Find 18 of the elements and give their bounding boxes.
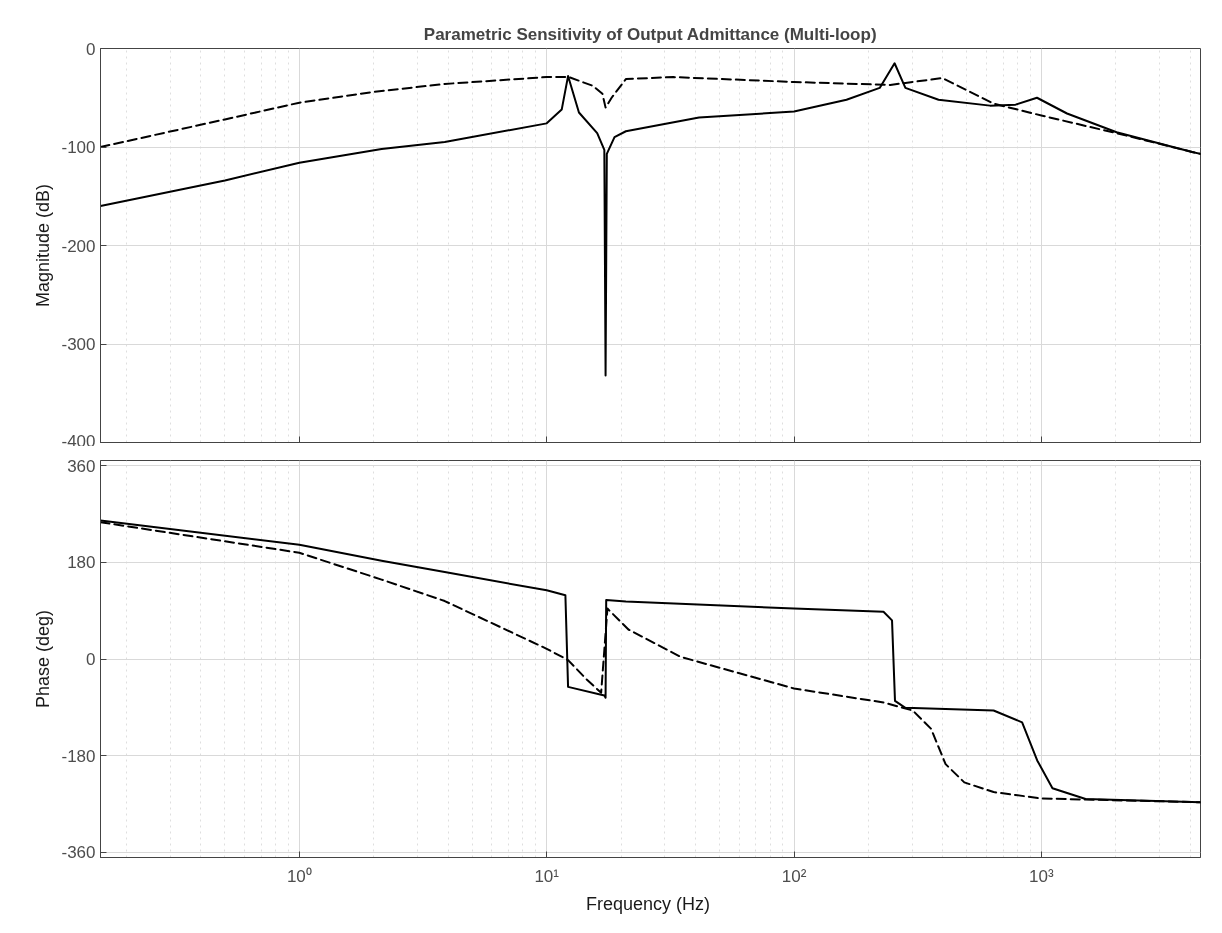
y-tick-label: 0 [86,39,96,59]
y-tick-label: -300 [61,335,96,354]
y-tick-label: 180 [67,553,96,573]
y-tick-label: -180 [61,746,96,766]
x-tick-label: 10³ [1029,866,1054,886]
x-axis-title: Frequency (Hz) [585,893,711,914]
y-tick-label: -200 [61,236,96,256]
x-tick-label: 10⁰ [286,866,312,886]
y-tick-label: 0 [86,650,96,669]
x-tick-label: 10¹ [534,866,560,886]
y-tick-label: -400 [61,431,96,451]
y-axis-title: Magnitude (dB) [33,183,54,308]
x-tick-label: 10² [781,866,807,886]
y-tick-label: -100 [61,138,96,157]
y-axis-title: Phase (deg) [33,609,54,709]
y-tick-label: 360 [67,456,96,476]
y-tick-label: -360 [61,843,96,863]
chart-title: Parametric Sensitivity of Output Admittance (Multi-loop) [423,24,877,44]
